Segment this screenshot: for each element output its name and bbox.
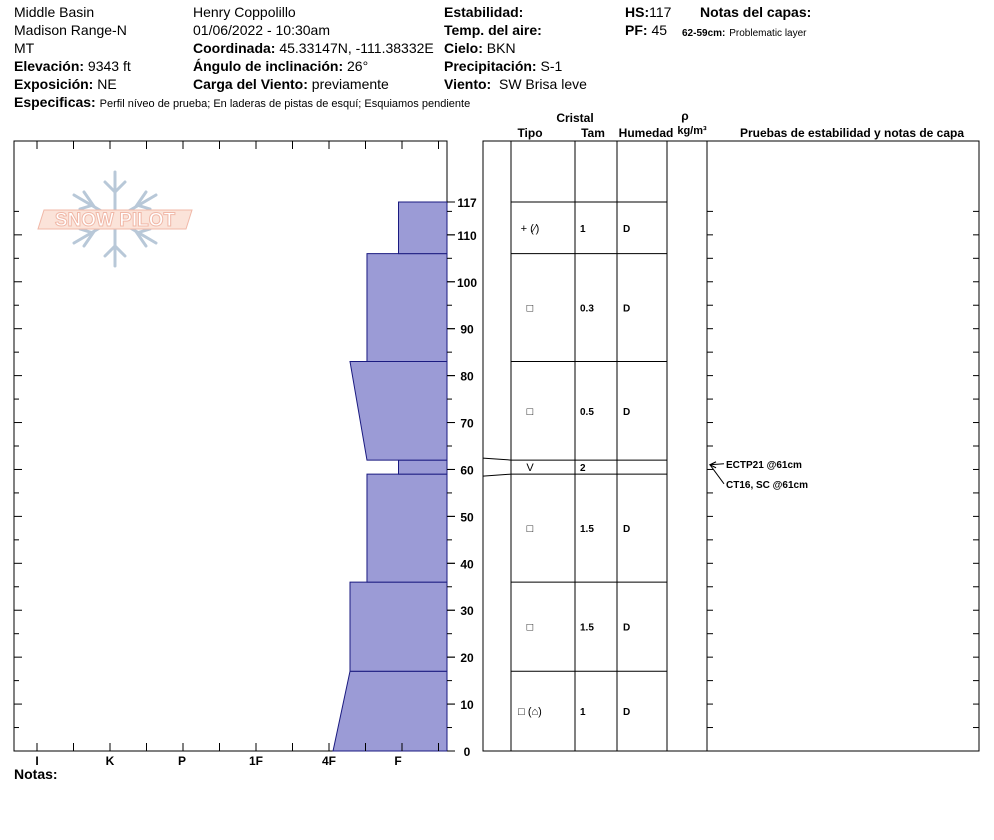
tests-header: Pruebas de estabilidad y notas de capa: [740, 126, 964, 140]
hardness-layer: [349, 361, 448, 461]
datetime: 01/06/2022 - 10:30am: [193, 22, 330, 38]
type-header: Tipo: [517, 126, 542, 140]
precipitation: Precipitación: S-1: [444, 58, 563, 74]
size-header: Tam: [581, 126, 605, 140]
density-header: kg/m³: [677, 125, 707, 137]
layer-connector: [482, 473, 512, 477]
crystal-header: Cristal: [556, 111, 593, 125]
crystal-type: □ (⌂): [518, 706, 542, 718]
layer-table-frame: [482, 140, 980, 752]
crystal-size: 1: [580, 707, 586, 718]
y-tick-label: 70: [460, 417, 474, 431]
moisture-header: Humedad: [619, 126, 674, 140]
crystal-type: + (⁄): [521, 223, 540, 235]
aspect: Exposición: NE: [14, 76, 117, 92]
observer: Henry Coppolillo: [193, 4, 296, 20]
y-tick-label: 60: [460, 463, 474, 477]
crystal-size: 2: [580, 463, 586, 474]
slope-angle: Ángulo de inclinación: 26°: [193, 58, 369, 74]
stability-test: CT16, SC @61cm: [726, 480, 808, 491]
hardness-layer: [349, 581, 448, 672]
crystal-type: □: [527, 406, 534, 418]
layer-notes-title: Notas del capas:: [700, 4, 812, 20]
test-leader: [709, 463, 725, 466]
crystal-size: 1: [580, 224, 586, 235]
crystal-type: □: [527, 622, 534, 634]
y-tick-label: 90: [460, 323, 474, 337]
moisture: D: [623, 707, 630, 718]
y-tick-label: 20: [460, 651, 474, 665]
y-tick-label: 40: [460, 557, 474, 571]
elevation: Elevación: 9343 ft: [14, 58, 131, 74]
location: Middle Basin: [14, 4, 95, 20]
crystal-type: □: [527, 303, 534, 315]
x-tick-label: P: [178, 754, 186, 768]
stability-test: ECTP21 @61cm: [726, 460, 802, 471]
logo-text: SNOW PILOT: [55, 210, 176, 231]
layer-note: 62-59cm: Problematic layer: [682, 28, 807, 39]
hardness-layer: [398, 459, 448, 475]
specifics: Especificas: Perfil níveo de prueba; En …: [14, 94, 471, 110]
layer-connector: [482, 457, 512, 461]
hardness-layer: [398, 201, 448, 255]
y-tick-label: 110: [457, 229, 477, 243]
y-tick-label: 10: [460, 698, 474, 712]
moisture: D: [623, 304, 630, 315]
moisture: D: [623, 224, 630, 235]
moisture: D: [623, 524, 630, 535]
sky: Cielo: BKN: [444, 40, 516, 56]
moisture: D: [623, 407, 630, 418]
hardness-layer: [366, 253, 448, 363]
hardness-layer: [366, 473, 448, 583]
x-tick-label: F: [394, 754, 401, 768]
stability: Estabilidad:: [444, 4, 524, 20]
air-temperature: Temp. del aire:: [444, 22, 542, 38]
y-tick-label: 80: [460, 370, 474, 384]
moisture: D: [623, 623, 630, 634]
crystal-type: V: [526, 462, 534, 474]
arrow-icon: [708, 461, 717, 469]
crystal-type: □: [527, 523, 534, 535]
y-tick-label: 50: [460, 510, 474, 524]
y-tick-label: 0: [464, 745, 471, 759]
snow-height: HS:117: [625, 4, 672, 20]
coordinates: Coordinada: 45.33147N, -111.38332E: [193, 40, 434, 56]
x-tick-label: 1F: [249, 754, 263, 768]
mountain-range: Madison Range-N: [14, 22, 127, 38]
x-tick-label: I: [35, 754, 38, 768]
crystal-size: 0.5: [580, 407, 594, 418]
wind: Viento: SW Brisa leve: [444, 76, 587, 92]
state: MT: [14, 40, 35, 56]
penetration-foot: PF: 45: [625, 22, 668, 38]
crystal-size: 1.5: [580, 623, 594, 634]
rho-header: ρ: [681, 109, 688, 123]
test-leader: [709, 464, 725, 485]
snowpilot-logo: SNOW PILOT: [37, 170, 193, 268]
x-tick-label: K: [106, 754, 115, 768]
hardness-layer: [332, 670, 448, 752]
crystal-size: 1.5: [580, 524, 594, 535]
y-tick-label: 30: [460, 604, 474, 618]
crystal-size: 0.3: [580, 304, 594, 315]
wind-loading: Carga del Viento: previamente: [193, 76, 389, 92]
notes-label: Notas:: [14, 766, 58, 782]
y-tick-label: 100: [457, 276, 477, 290]
y-tick-label: 117: [457, 196, 477, 210]
x-tick-label: 4F: [322, 754, 336, 768]
